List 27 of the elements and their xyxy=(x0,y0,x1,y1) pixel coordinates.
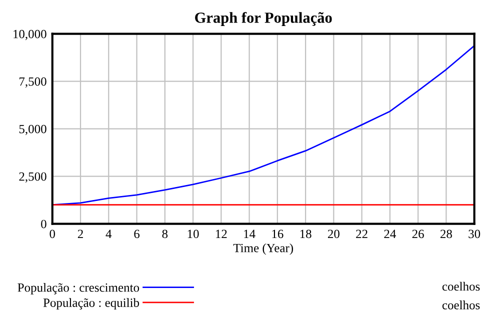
x-tick-label: 24 xyxy=(384,230,396,238)
x-tick-label: 20 xyxy=(328,230,340,238)
x-tick-label: 8 xyxy=(162,230,168,238)
legend-label: População : crescimento xyxy=(18,283,140,294)
y-tick-label: 10,000 xyxy=(14,30,46,40)
x-tick-label: 6 xyxy=(134,230,140,238)
legend-label: População : equilib xyxy=(43,298,140,310)
x-tick-label: 10 xyxy=(188,230,199,238)
x-axis-title: Time (Year) xyxy=(233,243,294,255)
y-tick-label: 0 xyxy=(41,220,46,228)
x-tick-label: 26 xyxy=(412,230,424,238)
chart-title: Graph for População xyxy=(195,12,332,26)
x-tick-label: 30 xyxy=(468,230,480,238)
x-tick-label: 4 xyxy=(106,230,112,238)
text: coelhos xyxy=(442,300,480,310)
y-tick-label: 7,500 xyxy=(20,77,46,88)
y-tick-label: 5,000 xyxy=(19,124,46,136)
x-tick-label: 0 xyxy=(50,230,56,238)
x-tick-label: 14 xyxy=(244,230,256,238)
text: coelhos xyxy=(442,282,480,291)
x-tick-label: 18 xyxy=(300,230,312,238)
x-tick-label: 16 xyxy=(272,230,284,238)
x-tick-label: 2 xyxy=(78,230,83,238)
x-tick-label: 12 xyxy=(216,230,227,238)
x-tick-label: 28 xyxy=(440,230,452,238)
x-tick-label: 22 xyxy=(356,230,368,238)
y-tick-label: 2,500 xyxy=(19,172,46,183)
